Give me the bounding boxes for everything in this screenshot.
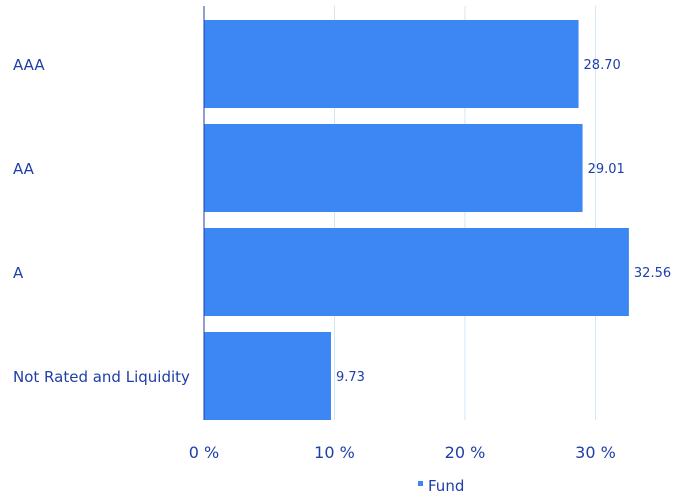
data-label: 32.56 — [634, 266, 671, 281]
category-label: AAA — [13, 56, 45, 74]
legend[interactable]: Fund — [418, 477, 464, 495]
data-label: 29.01 — [588, 162, 625, 177]
data-labels: 28.70 29.01 32.56 9.73 — [336, 58, 671, 385]
data-label: 28.70 — [584, 58, 621, 73]
category-label: Not Rated and Liquidity — [13, 368, 190, 386]
x-tick-label: 10 % — [314, 443, 355, 462]
legend-label-fund: Fund — [428, 477, 464, 495]
bars — [204, 20, 629, 420]
bar[interactable] — [204, 124, 583, 212]
category-label: AA — [13, 160, 35, 178]
category-label: A — [13, 264, 24, 282]
data-label: 9.73 — [336, 370, 365, 385]
x-tick-labels: 0 % 10 % 20 % 30 % — [189, 443, 616, 462]
bar[interactable] — [204, 332, 331, 420]
bar[interactable] — [204, 228, 629, 316]
legend-swatch — [418, 481, 423, 486]
x-tick-label: 30 % — [575, 443, 616, 462]
x-tick-label: 20 % — [445, 443, 486, 462]
bar[interactable] — [204, 20, 579, 108]
x-tick-label: 0 % — [189, 443, 219, 462]
